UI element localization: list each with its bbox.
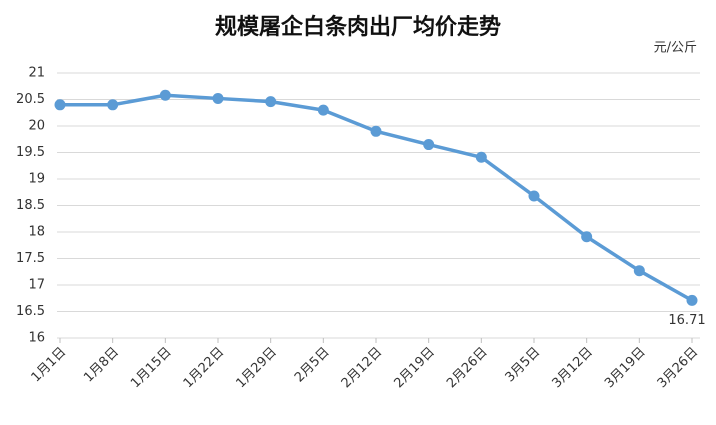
x-tick-label: 3月12日: [549, 345, 596, 392]
y-tick-label: 16.5: [16, 304, 45, 319]
data-point: [686, 294, 698, 306]
data-point: [423, 139, 435, 151]
data-point: [528, 190, 540, 202]
y-tick-label: 19: [28, 172, 45, 187]
y-tick-label: 19.5: [16, 145, 45, 160]
data-point: [265, 96, 277, 108]
data-point: [159, 89, 171, 101]
data-point: [475, 151, 487, 163]
data-point: [212, 92, 224, 104]
data-point: [317, 104, 329, 116]
y-tick-label: 16: [28, 331, 45, 346]
x-tick-label: 2月26日: [444, 345, 491, 392]
y-tick-label: 17.5: [16, 251, 45, 266]
y-tick-label: 20: [28, 119, 45, 134]
y-tick-label: 20.5: [16, 92, 45, 107]
x-tick-label: 1月1日: [29, 345, 70, 386]
x-tick-label: 2月12日: [339, 345, 386, 392]
data-point: [107, 99, 119, 111]
data-point: [581, 231, 593, 243]
unit-label: 元/公斤: [654, 41, 697, 56]
y-tick-label: 18.5: [16, 198, 45, 213]
x-tick-label: 2月19日: [391, 345, 438, 392]
x-tick-label: 1月15日: [128, 345, 175, 392]
x-tick-label: 3月26日: [655, 345, 702, 392]
x-tick-label: 2月5日: [292, 345, 333, 386]
x-tick-label: 1月22日: [181, 345, 228, 392]
x-tick-label: 3月5日: [503, 345, 544, 386]
y-tick-label: 17: [28, 278, 45, 293]
data-label: 16.71: [668, 313, 705, 328]
data-point: [54, 99, 66, 111]
data-point: [370, 125, 382, 137]
y-tick-label: 18: [28, 225, 45, 240]
data-point: [633, 265, 645, 277]
chart-title: 规模屠企白条肉出厂均价走势: [215, 14, 501, 40]
y-tick-label: 21: [28, 66, 45, 81]
x-tick-label: 3月19日: [602, 345, 649, 392]
x-tick-label: 1月8日: [81, 345, 122, 386]
x-tick-label: 1月29日: [233, 345, 280, 392]
